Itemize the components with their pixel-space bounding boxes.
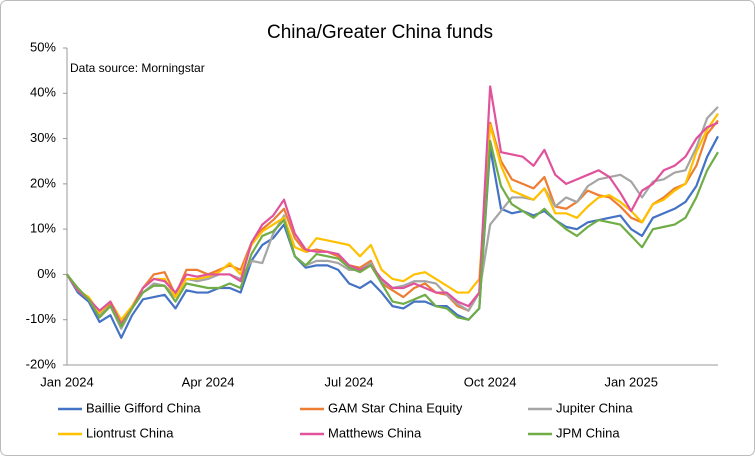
y-tick-label: -20% [26, 356, 57, 371]
x-tick-label: Jan 2024 [40, 374, 94, 389]
x-tick-label: Apr 2024 [182, 374, 235, 389]
y-tick-label: -10% [26, 311, 57, 326]
annotation: Data source: Morningstar [70, 61, 205, 75]
chart-title: China/Greater China funds [267, 22, 493, 43]
x-tick-label: Oct 2024 [464, 374, 517, 389]
y-tick-label: 0% [37, 266, 56, 281]
legend-label: Baillie Gifford China [86, 400, 201, 415]
series-line [66, 119, 719, 324]
y-tick-label: 40% [30, 85, 56, 100]
legend-label: GAM Star China Equity [328, 400, 463, 415]
series-line [66, 135, 719, 339]
y-tick-label: 10% [30, 221, 56, 236]
series-line [66, 139, 719, 328]
series-line [66, 113, 719, 321]
y-tick-label: 20% [30, 175, 56, 190]
legend-label: JPM China [556, 425, 620, 440]
legend-label: Jupiter China [556, 400, 633, 415]
legend-label: Matthews China [328, 425, 422, 440]
series-line [66, 85, 719, 326]
x-tick-label: Jan 2025 [604, 374, 658, 389]
x-tick-label: Jul 2024 [325, 374, 374, 389]
y-tick-label: 50% [30, 39, 56, 54]
legend-label: Liontrust China [86, 425, 174, 440]
y-tick-label: 30% [30, 130, 56, 145]
